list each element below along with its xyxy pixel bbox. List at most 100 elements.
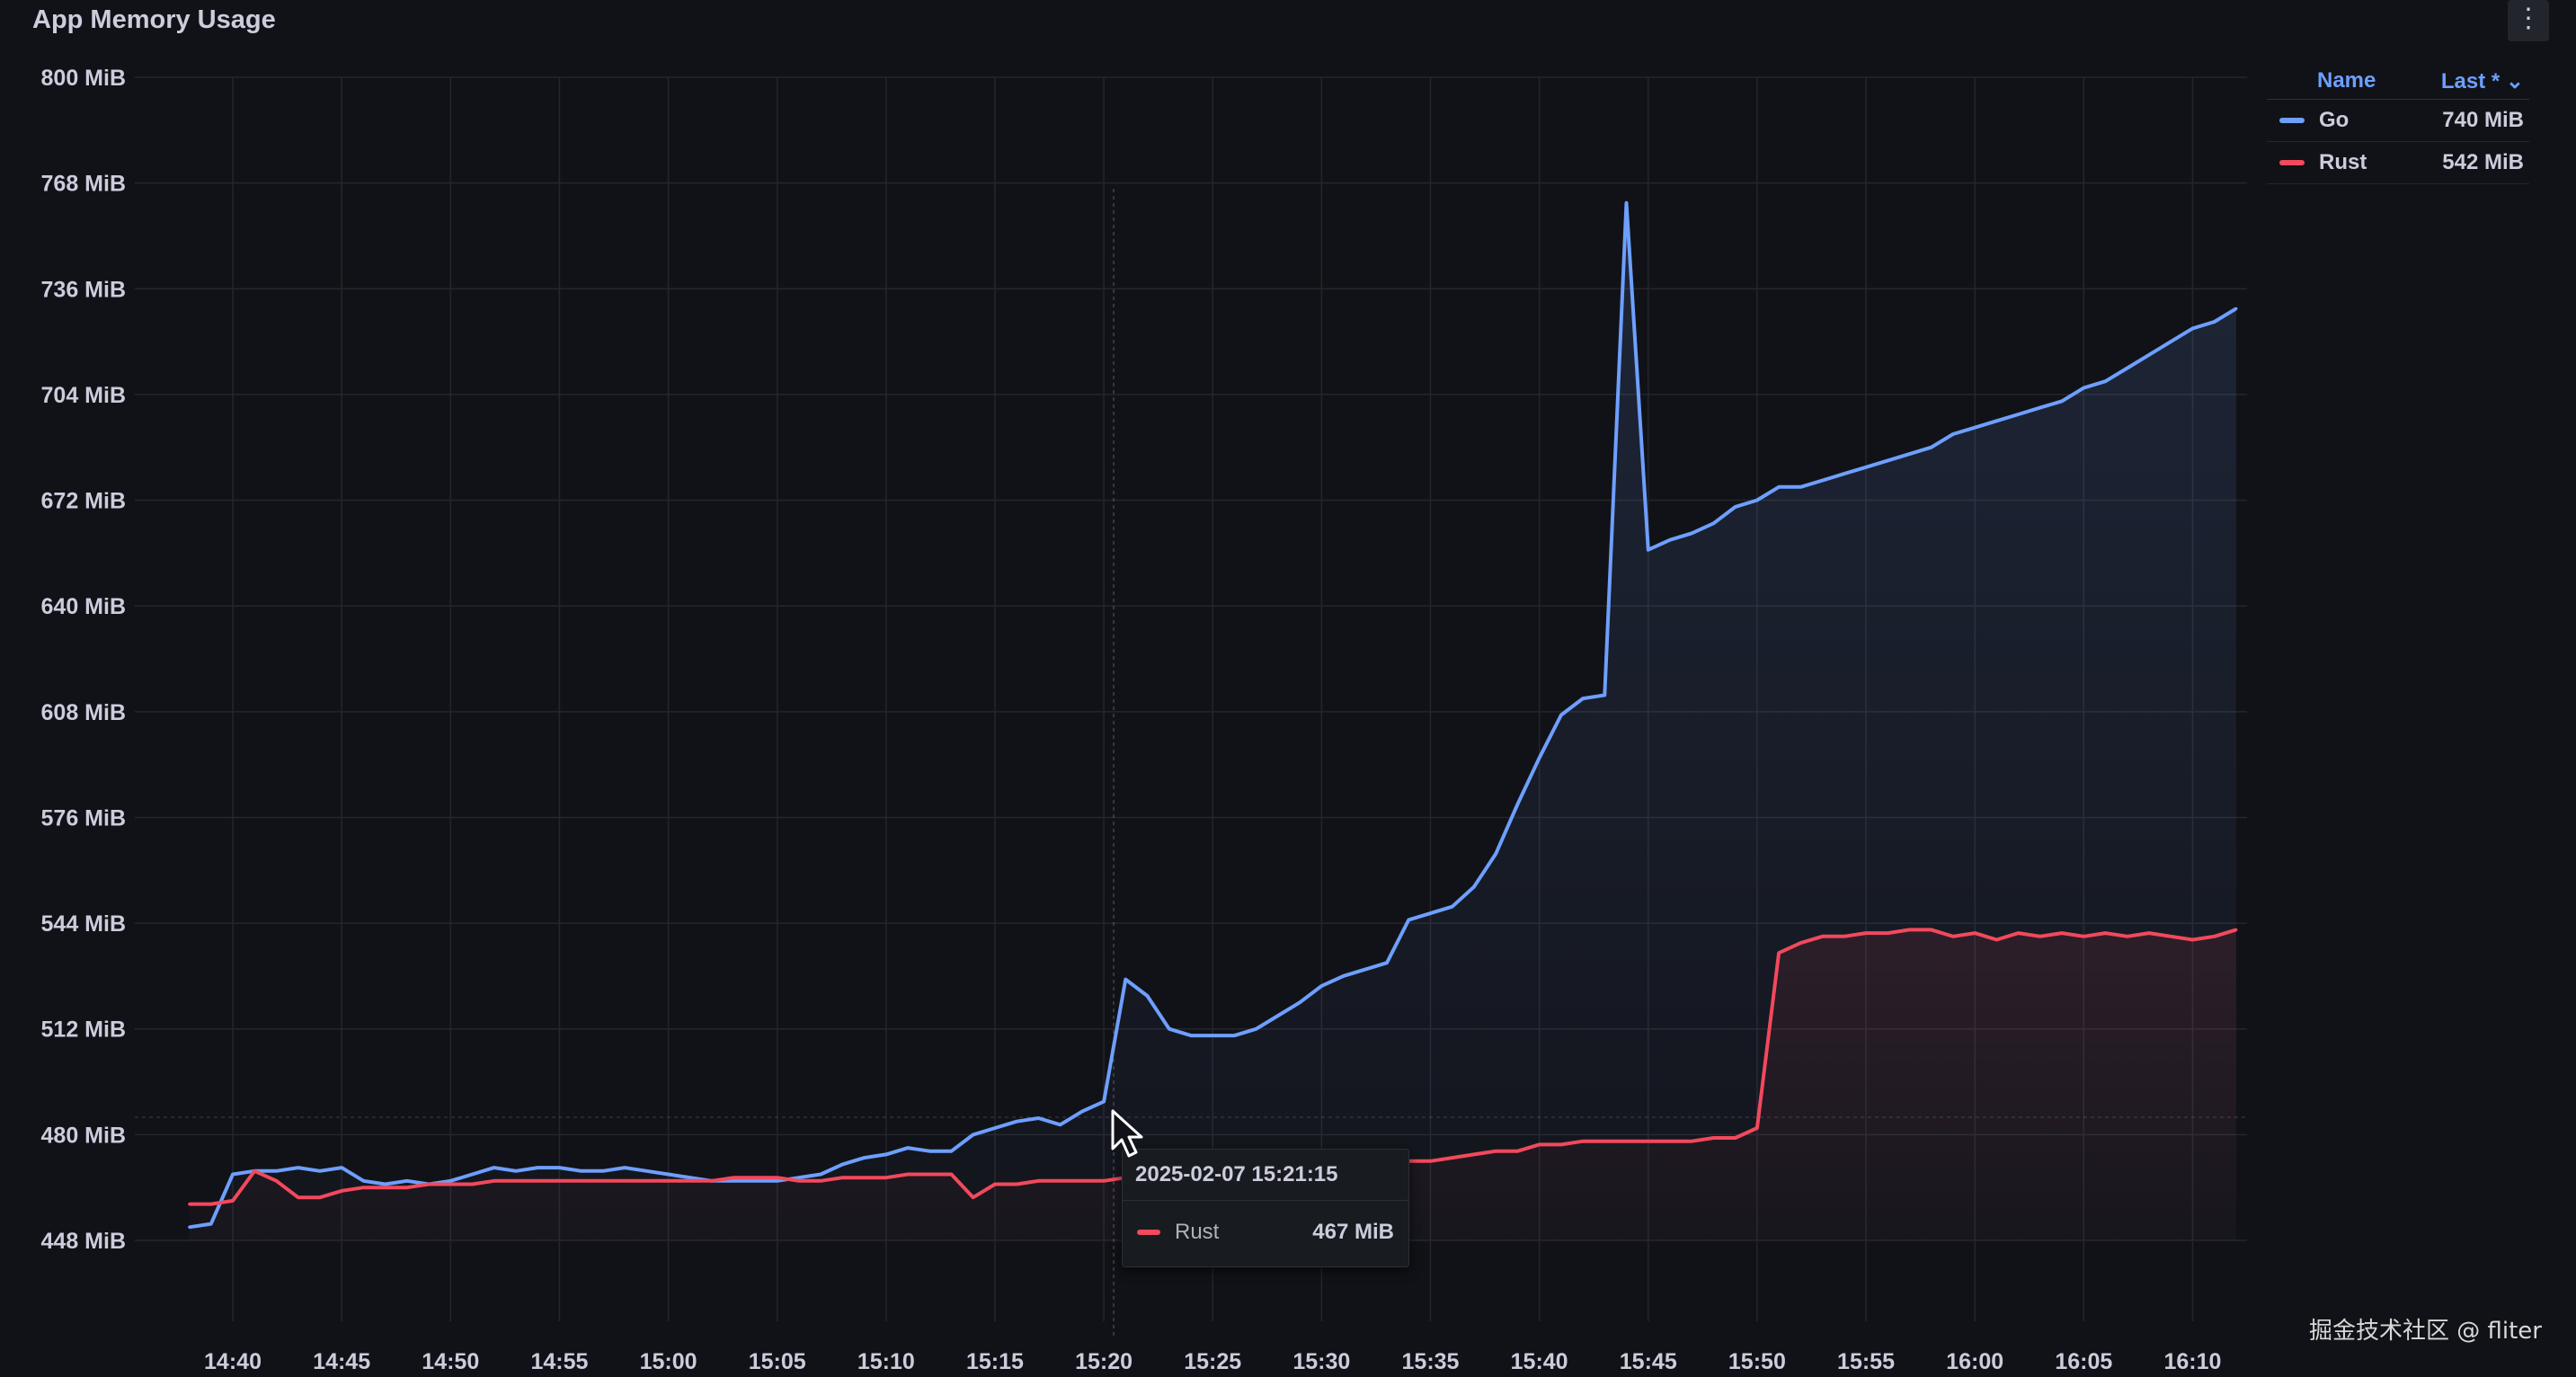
data-point-go (950, 1150, 953, 1153)
kebab-menu-icon[interactable]: ⋮ (2508, 0, 2549, 41)
watermark-text: 掘金技术社区 @ fliter (2308, 1318, 2542, 1345)
data-point-go (1515, 803, 1519, 806)
data-point-go (688, 1176, 692, 1179)
data-point-go (1951, 432, 1955, 436)
data-point-go (1036, 1116, 1040, 1120)
data-point-rust (2126, 935, 2129, 938)
data-point-rust (1799, 941, 1802, 945)
data-point-rust (405, 1186, 409, 1189)
tooltip-row: Rust 467 MiB (1123, 1201, 1408, 1264)
data-point-go (1930, 446, 1933, 449)
data-point-go (1276, 1014, 1280, 1017)
data-point-go (1059, 1123, 1062, 1126)
data-point-go (580, 1169, 583, 1173)
data-point-go (2169, 340, 2172, 343)
data-point-go (471, 1173, 474, 1176)
x-tick-label: 14:40 (204, 1349, 262, 1374)
data-point-go (536, 1166, 539, 1169)
data-point-rust (209, 1203, 213, 1206)
data-point-go (1864, 466, 1868, 469)
data-point-go (1711, 521, 1715, 525)
data-point-go (667, 1173, 671, 1176)
y-tick-label: 480 MiB (41, 1123, 126, 1148)
legend-header: Name Last * ⌄ (2267, 63, 2529, 100)
data-point-go (1799, 485, 1802, 489)
y-tick-label: 544 MiB (41, 911, 126, 937)
data-point-go (1647, 548, 1650, 552)
data-point-go (1472, 885, 1476, 889)
data-point-rust (2190, 938, 2194, 941)
data-point-rust (1538, 1142, 1541, 1146)
y-tick-label: 608 MiB (41, 700, 126, 725)
data-point-rust (1734, 1136, 1737, 1140)
data-point-go (1233, 1034, 1236, 1037)
data-point-rust (1102, 1179, 1106, 1183)
x-tick-label: 16:10 (2163, 1349, 2221, 1374)
x-tick-label: 15:50 (1728, 1349, 1786, 1374)
x-tick-label: 16:05 (2055, 1349, 2112, 1374)
data-point-go (2060, 399, 2064, 403)
x-tick-label: 15:30 (1292, 1349, 1350, 1374)
data-point-go (2017, 413, 2021, 416)
data-point-go (493, 1166, 496, 1169)
data-point-rust (1864, 931, 1868, 935)
tooltip-series-name: Rust (1175, 1220, 1220, 1244)
data-point-go (318, 1169, 322, 1173)
data-point-go (1015, 1120, 1018, 1124)
legend-header-name[interactable]: Name (2317, 68, 2376, 93)
data-point-go (1559, 714, 1563, 716)
data-point-go (1625, 201, 1628, 205)
data-point-rust (950, 1173, 953, 1176)
data-point-rust (493, 1179, 496, 1183)
data-point-go (1690, 531, 1693, 535)
y-tick-label: 736 MiB (41, 277, 126, 302)
data-point-go (840, 1162, 844, 1166)
y-tick-label: 800 MiB (41, 66, 126, 91)
data-point-rust (906, 1173, 910, 1176)
data-point-rust (1668, 1140, 1672, 1143)
x-tick-label: 15:55 (1837, 1349, 1895, 1374)
data-point-go (1168, 1027, 1171, 1031)
data-point-go (231, 1173, 235, 1176)
x-tick-label: 15:45 (1620, 1349, 1677, 1374)
data-point-rust (754, 1176, 757, 1179)
legend-swatch-go (2279, 118, 2305, 123)
data-point-go (2126, 367, 2129, 369)
data-point-rust (819, 1179, 822, 1183)
data-point-go (1102, 1100, 1106, 1104)
data-point-go (906, 1146, 910, 1150)
data-point-go (1364, 968, 1367, 972)
data-point-go (928, 1150, 931, 1153)
legend-last-value: 740 MiB (2442, 108, 2524, 132)
data-point-go (1298, 1000, 1301, 1004)
data-point-rust (1843, 935, 1846, 938)
data-point-rust (1777, 951, 1781, 955)
legend-item-rust[interactable]: Rust 542 MiB (2267, 142, 2529, 184)
data-point-go (405, 1179, 409, 1183)
data-point-go (863, 1156, 866, 1159)
data-point-rust (928, 1173, 931, 1176)
data-point-rust (1755, 1126, 1759, 1130)
x-tick-label: 15:00 (640, 1349, 697, 1374)
legend-last-value: 542 MiB (2442, 150, 2524, 174)
series-area-go (189, 202, 2236, 1241)
data-point-rust (1690, 1140, 1693, 1143)
data-point-rust (1973, 931, 1976, 935)
data-point-rust (188, 1203, 191, 1206)
data-point-go (972, 1133, 975, 1136)
data-point-rust (340, 1189, 343, 1193)
data-point-go (1973, 426, 1976, 430)
data-point-go (1603, 693, 1606, 697)
data-point-rust (1015, 1183, 1018, 1186)
x-tick-label: 15:40 (1511, 1349, 1568, 1374)
data-point-rust (1711, 1136, 1715, 1140)
data-point-rust (688, 1179, 692, 1183)
data-point-rust (2213, 935, 2216, 938)
data-point-go (732, 1179, 735, 1183)
data-point-go (2147, 353, 2151, 357)
legend-header-last[interactable]: Last * ⌄ (2440, 68, 2524, 93)
data-point-rust (361, 1186, 365, 1189)
legend-item-go[interactable]: Go 740 MiB (2267, 100, 2529, 142)
data-point-rust (1994, 938, 1998, 941)
